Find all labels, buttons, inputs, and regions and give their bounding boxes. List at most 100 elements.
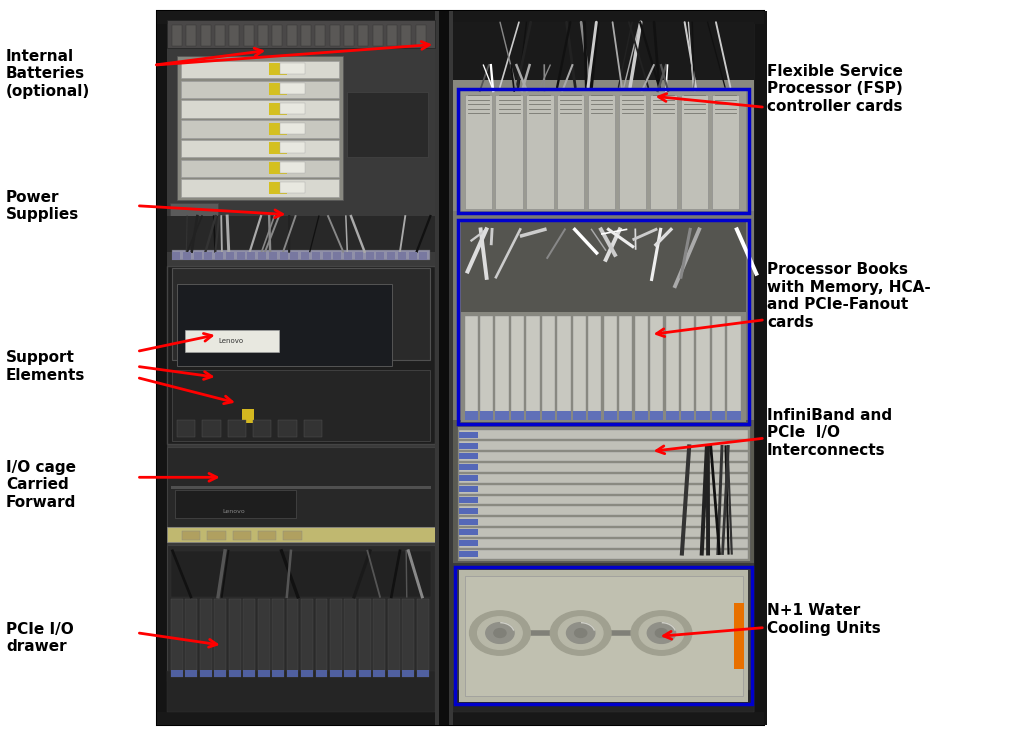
Bar	[242, 409, 254, 423]
Bar	[243, 599, 255, 677]
Bar	[459, 529, 477, 535]
Bar	[619, 316, 632, 420]
Bar	[268, 182, 286, 194]
Bar	[315, 670, 327, 677]
Bar	[541, 411, 555, 420]
Bar	[181, 61, 339, 78]
Bar	[215, 252, 222, 260]
Bar	[177, 56, 343, 200]
Bar	[511, 316, 524, 420]
Bar	[680, 95, 708, 209]
Bar	[461, 222, 745, 312]
Bar	[167, 447, 435, 527]
Bar	[193, 252, 201, 260]
Bar	[214, 670, 226, 677]
Bar	[183, 252, 191, 260]
Bar	[172, 250, 430, 260]
Bar	[459, 464, 477, 470]
Bar	[301, 252, 308, 260]
Bar	[258, 531, 276, 540]
Bar	[449, 11, 453, 725]
Bar	[347, 92, 428, 156]
Bar	[301, 599, 312, 677]
Bar	[181, 81, 339, 98]
Bar	[419, 252, 427, 260]
Bar	[479, 316, 492, 420]
Bar	[167, 545, 435, 681]
Bar	[344, 599, 356, 677]
Bar	[365, 252, 373, 260]
Bar	[587, 316, 601, 420]
Bar	[634, 411, 647, 420]
Bar	[459, 485, 747, 494]
Bar	[280, 123, 305, 134]
Bar	[330, 25, 340, 46]
Bar	[495, 411, 509, 420]
Bar	[330, 670, 342, 677]
Text: PCIe I/O
drawer: PCIe I/O drawer	[6, 622, 74, 654]
Text: Flexible Service
Processor (FSP)
controller cards: Flexible Service Processor (FSP) control…	[766, 64, 902, 114]
Bar	[268, 64, 286, 75]
Circle shape	[566, 622, 594, 643]
Bar	[711, 95, 738, 209]
Bar	[280, 143, 305, 153]
Bar	[214, 599, 226, 677]
Bar	[387, 599, 399, 677]
Bar	[397, 252, 405, 260]
Bar	[464, 576, 742, 696]
Bar	[417, 670, 428, 677]
Bar	[229, 25, 240, 46]
Bar	[459, 452, 747, 461]
Bar	[711, 411, 725, 420]
Bar	[459, 519, 477, 525]
Bar	[268, 123, 286, 135]
Bar	[459, 454, 477, 460]
Bar	[278, 420, 296, 437]
Bar	[649, 95, 676, 209]
Bar	[665, 411, 678, 420]
Bar	[315, 599, 327, 677]
Bar	[526, 316, 539, 420]
Bar	[526, 95, 553, 209]
Bar	[459, 570, 747, 702]
Bar	[227, 420, 246, 437]
Bar	[358, 25, 368, 46]
Bar	[181, 160, 339, 177]
Bar	[268, 162, 286, 174]
Text: N+1 Water
Cooling Units: N+1 Water Cooling Units	[766, 603, 880, 636]
Bar	[459, 486, 477, 492]
Bar	[604, 316, 617, 420]
Bar	[464, 411, 477, 420]
Circle shape	[550, 610, 611, 655]
Circle shape	[639, 616, 683, 649]
Bar	[243, 670, 255, 677]
Bar	[268, 103, 286, 115]
Bar	[453, 22, 753, 87]
Bar	[557, 411, 570, 420]
Bar	[387, 25, 396, 46]
Text: Support
Elements: Support Elements	[6, 350, 85, 383]
Bar	[171, 599, 183, 677]
Bar	[453, 420, 753, 563]
Bar	[157, 11, 763, 24]
Bar	[323, 252, 331, 260]
Bar	[453, 11, 753, 725]
Text: Lenovo: Lenovo	[222, 509, 246, 514]
Bar	[330, 599, 342, 677]
Bar	[619, 411, 632, 420]
Bar	[464, 316, 477, 420]
Bar	[587, 411, 601, 420]
Bar	[459, 508, 477, 514]
Bar	[459, 540, 477, 546]
Bar	[376, 252, 384, 260]
Bar	[344, 670, 356, 677]
Bar	[455, 567, 751, 704]
Bar	[182, 531, 200, 540]
Bar	[649, 411, 662, 420]
Bar	[649, 316, 662, 420]
Bar	[286, 599, 298, 677]
Bar	[157, 712, 763, 725]
Bar	[311, 252, 319, 260]
Text: Power
Supplies: Power Supplies	[6, 189, 79, 222]
Bar	[457, 426, 749, 561]
